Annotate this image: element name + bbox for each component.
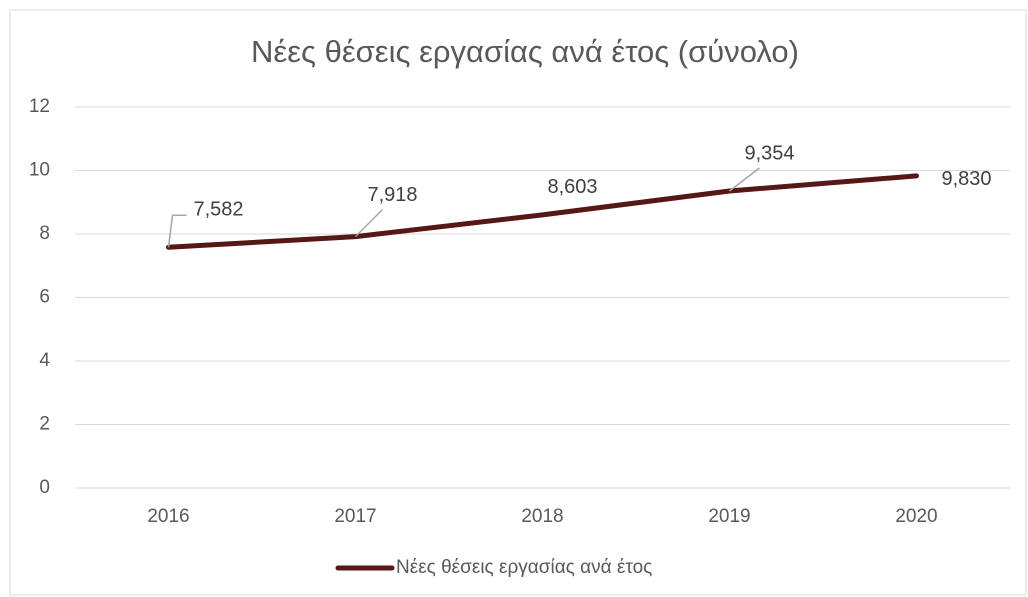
x-tick-label: 2020 (895, 506, 937, 527)
y-tick-label: 12 (29, 96, 50, 117)
leader-line (167, 214, 187, 248)
leader-line (729, 167, 760, 192)
data-label: 8,603 (547, 176, 597, 198)
x-tick-label: 2017 (334, 506, 376, 527)
x-tick-label: 2018 (521, 506, 563, 527)
data-label: 7,918 (367, 184, 417, 206)
data-label: 7,582 (193, 199, 243, 221)
line (166, 173, 919, 250)
x-tick-label: 2019 (708, 506, 750, 527)
y-tick-label: 6 (39, 287, 50, 308)
data-label: 9,354 (744, 142, 794, 164)
y-tick-label: 8 (39, 223, 50, 244)
leader-line (354, 209, 384, 238)
y-tick-label: 10 (29, 160, 50, 181)
y-tick-label: 0 (39, 477, 50, 498)
chart-title: Νέες θέσεις εργασίας ανά έτος (σύνολο) (251, 34, 799, 69)
y-tick-label: 2 (39, 414, 50, 435)
data-label: 9,830 (941, 168, 991, 190)
y-tick-label: 4 (39, 350, 50, 371)
legend-label: Νέες θέσεις εργασίας ανά έτος (396, 557, 652, 578)
x-tick-label: 2016 (147, 506, 189, 527)
